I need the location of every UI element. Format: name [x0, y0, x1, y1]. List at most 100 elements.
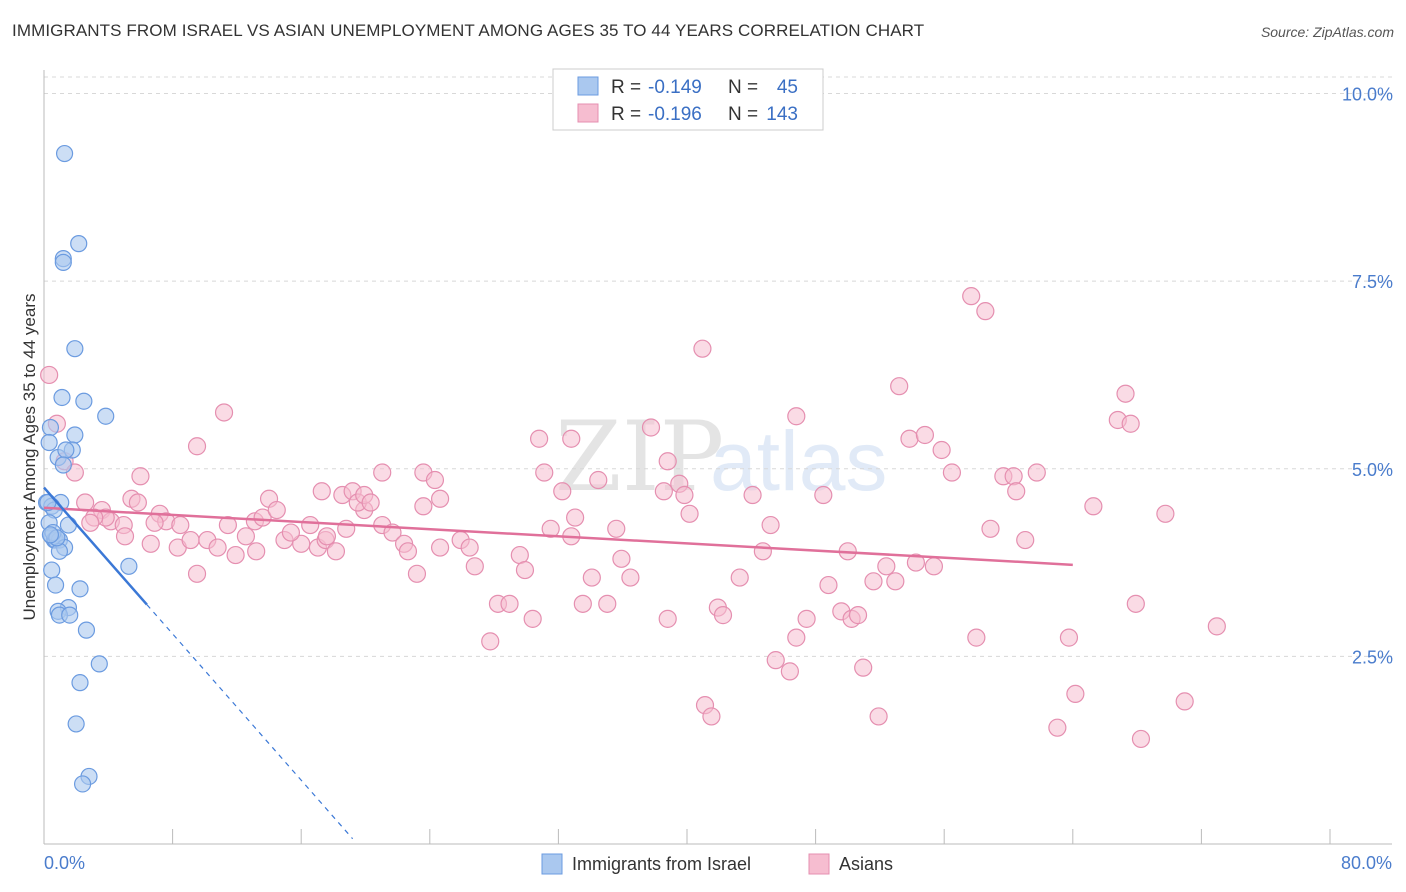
asians-point-74 [553, 482, 572, 501]
asians-point-84 [621, 568, 640, 587]
y-tick-labels: 2.5% 5.0% 7.5% 10.0% [1342, 85, 1393, 668]
legend-r-value-asians: -0.196 [648, 104, 702, 125]
asians-point-134 [1066, 684, 1085, 704]
asians-point-18 [115, 527, 135, 546]
israel-point-7 [97, 407, 115, 425]
asians-point-110 [848, 606, 868, 625]
y-tick-label-0: 2.5% [1352, 647, 1393, 667]
israel-point-9 [41, 418, 60, 437]
asians-point-75 [562, 429, 581, 448]
asians-point-67 [500, 594, 519, 613]
asians-point-8 [128, 493, 147, 512]
asians-point-16 [145, 513, 164, 532]
asians-point-42 [281, 523, 301, 542]
gridlines [44, 76, 1392, 657]
israel-point-28 [120, 557, 138, 575]
asians-point-19 [141, 534, 160, 553]
israel-trend-line-extension [146, 604, 354, 840]
asians-point-115 [886, 572, 905, 591]
asians-point-25 [187, 564, 207, 583]
trend-lines [43, 486, 1073, 840]
asians-point-31 [267, 500, 286, 520]
asians-point-86 [658, 452, 677, 471]
israel-point-35 [77, 621, 96, 639]
asians-point-37 [326, 542, 346, 561]
israel-point-6 [75, 392, 93, 410]
asians-point-91 [680, 504, 699, 523]
asians-point-81 [598, 594, 617, 613]
asians-point-144 [693, 339, 712, 358]
chart-title: IMMIGRANTS FROM ISRAEL VS ASIAN UNEMPLOY… [12, 21, 925, 40]
israel-points [37, 144, 138, 793]
legend-r-label-israel: R = [611, 77, 641, 98]
asians-point-30 [253, 508, 272, 527]
legend-r-value-israel: -0.149 [648, 77, 702, 98]
israel-point-40 [73, 775, 92, 793]
legend-n-label-asians: N = [728, 104, 758, 125]
asians-point-69 [515, 560, 535, 580]
asians-point-121 [932, 440, 951, 460]
legend-n-value-asians: 143 [766, 104, 798, 125]
y-tick-label-2: 7.5% [1352, 272, 1393, 292]
asians-point-105 [814, 485, 833, 505]
asians-point-120 [924, 557, 944, 576]
asians-point-119 [915, 425, 935, 445]
asians-point-63 [460, 538, 479, 557]
asians-point-142 [1175, 692, 1194, 711]
asians-point-117 [900, 429, 919, 448]
asians-point-95 [713, 606, 733, 625]
legend-n-label-israel: N = [728, 77, 758, 98]
asians-point-71 [530, 429, 549, 448]
asians-point-141 [1156, 504, 1175, 523]
israel-point-4 [66, 340, 84, 358]
israel-point-44 [41, 526, 60, 544]
bottom-legend-label-israel: Immigrants from Israel [572, 854, 751, 874]
asians-point-76 [566, 508, 585, 527]
asians-point-99 [761, 515, 780, 535]
asians-point-124 [967, 628, 986, 647]
legend-r-label-asians: R = [611, 104, 641, 125]
asians-point-7 [131, 467, 150, 486]
x-axis-ticks [43, 829, 1331, 844]
bottom-legend-swatch-israel [541, 853, 563, 875]
asians-point-132 [1048, 718, 1067, 737]
y-axis-label: Unemployment Among Ages 35 to 44 years [20, 294, 39, 621]
asians-point-138 [1121, 414, 1140, 433]
asians-point-102 [787, 628, 806, 647]
asians-points [40, 287, 1226, 749]
y-tick-label-3: 10.0% [1342, 85, 1393, 105]
asians-point-131 [1027, 463, 1046, 482]
watermark-atlas: atlas [710, 414, 887, 508]
y-tick-label-1: 5.0% [1352, 460, 1393, 480]
asians-point-112 [864, 572, 883, 591]
asians-point-27 [236, 527, 256, 546]
israel-point-0 [55, 144, 74, 163]
asians-point-59 [425, 470, 445, 490]
israel-trend-line [43, 486, 148, 606]
legend-swatch-asians [577, 103, 599, 123]
asians-point-97 [743, 485, 762, 505]
legend-n-value-israel: 45 [777, 77, 798, 98]
asians-point-80 [589, 470, 608, 490]
asians-point-64 [465, 557, 484, 576]
x-tick-label-max: 80.0% [1341, 853, 1392, 873]
asians-point-88 [658, 609, 677, 628]
asians-point-106 [819, 575, 838, 595]
israel-point-36 [90, 655, 108, 673]
asians-point-135 [1084, 497, 1103, 516]
asians-point-65 [481, 632, 500, 651]
asians-point-4 [76, 493, 95, 512]
asians-point-72 [535, 463, 554, 482]
asians-point-104 [797, 609, 816, 628]
asians-point-60 [430, 489, 450, 508]
asians-point-118 [906, 553, 926, 572]
asians-point-17 [171, 515, 190, 535]
asians-point-129 [1007, 482, 1026, 501]
israel-point-5 [53, 388, 71, 407]
israel-point-29 [46, 576, 65, 594]
asians-point-98 [753, 542, 772, 561]
asians-point-34 [301, 515, 320, 535]
asians-point-41 [247, 542, 266, 561]
asians-point-101 [780, 662, 799, 681]
